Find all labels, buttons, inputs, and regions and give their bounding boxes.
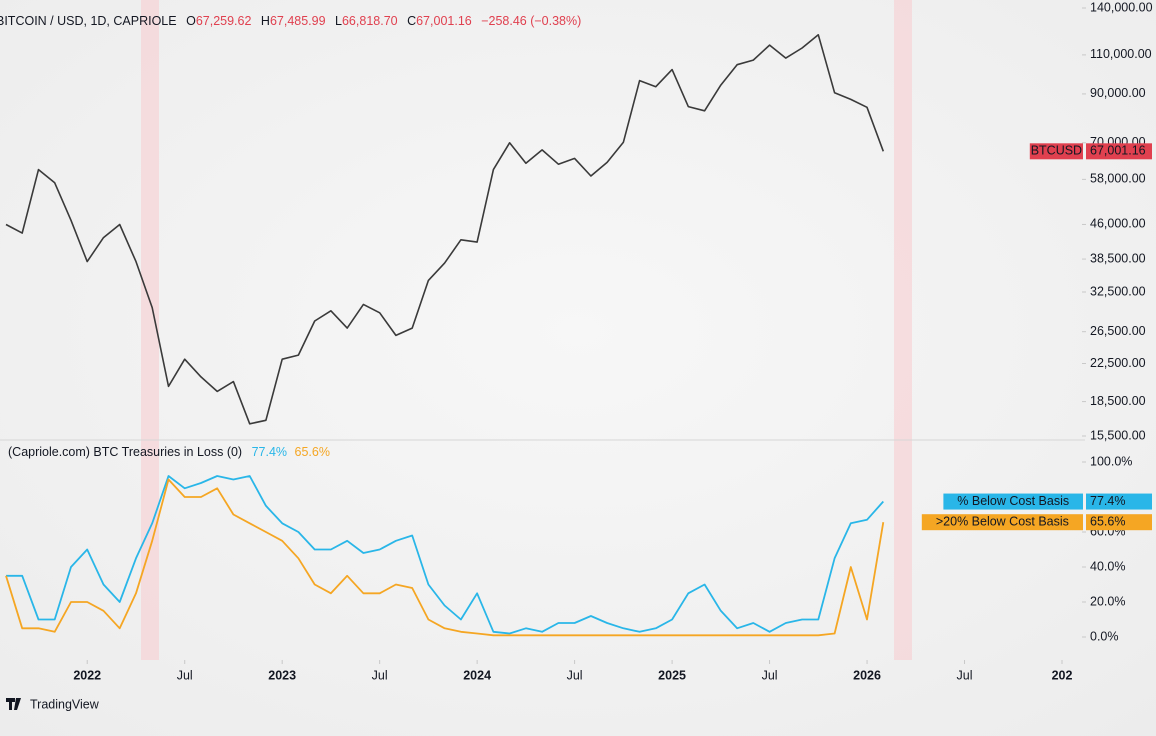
- brand-logo: TradingView: [6, 697, 100, 711]
- indicator-header: (Capriole.com) BTC Treasuries in Loss (0…: [8, 445, 330, 459]
- y-tick-label: 32,500.00: [1090, 284, 1146, 298]
- y-tick-label: 18,500.00: [1090, 394, 1146, 408]
- tag-value: 77.4%: [1090, 494, 1125, 508]
- ohlc-key: O: [186, 14, 196, 28]
- tag-value: 67,001.16: [1090, 144, 1146, 158]
- last-value-tag: >20% Below Cost Basis 65.6%: [921, 514, 1152, 531]
- y-tick-label: 26,500.00: [1090, 324, 1146, 338]
- tag-name-box: [1029, 143, 1083, 160]
- indicator-value: 65.6%: [295, 445, 330, 459]
- ohlc-key: H: [261, 14, 270, 28]
- tag-value-box: [1086, 143, 1152, 160]
- x-tick-label: 2026: [853, 668, 881, 682]
- indicator-title: (Capriole.com) BTC Treasuries in Loss (0…: [8, 445, 242, 459]
- tag-name: % Below Cost Basis: [957, 494, 1069, 508]
- y-tick-label: 15,500.00: [1090, 428, 1146, 442]
- y-tick-label: 140,000.00: [1090, 0, 1153, 14]
- ohlc-value: 67,001.16: [416, 14, 472, 28]
- last-value-tag: % Below Cost Basis 77.4%: [943, 493, 1152, 510]
- y-tick-label: 58,000.00: [1090, 172, 1146, 186]
- brand-name: TradingView: [30, 697, 100, 711]
- symbol-title: BITCOIN / USD, 1D, CAPRIOLE: [0, 14, 177, 28]
- y-tick-label: 38,500.00: [1090, 251, 1146, 265]
- y-tick-label: 20.0%: [1090, 594, 1125, 608]
- last-value-tag: BTCUSD 67,001.16: [1029, 143, 1152, 160]
- series-line: [5, 478, 885, 637]
- tag-name: >20% Below Cost Basis: [936, 514, 1069, 528]
- x-tick-label: 2024: [463, 668, 491, 682]
- tag-name-box: [921, 514, 1083, 531]
- y-tick-label: 100.0%: [1090, 454, 1132, 468]
- x-tick-label: 2023: [268, 668, 296, 682]
- ohlc-key: C: [407, 14, 416, 28]
- tag-value: 65.6%: [1090, 514, 1125, 528]
- y-tick-label: 22,500.00: [1090, 356, 1146, 370]
- tag-name-box: [943, 493, 1083, 510]
- x-tick-label: 2025: [658, 668, 686, 682]
- x-tick-label: Jul: [177, 668, 193, 682]
- x-tick-label: Jul: [762, 668, 778, 682]
- x-tick-label: Jul: [957, 668, 973, 682]
- x-tick-label: 2022: [73, 668, 101, 682]
- price-header: BITCOIN / USD, 1D, CAPRIOLE O67,259.62 H…: [0, 14, 581, 28]
- highlight-band: [141, 0, 159, 660]
- ohlc-value: 67,259.62: [196, 14, 252, 28]
- y-tick-label: 0.0%: [1090, 629, 1119, 643]
- tag-value-box: [1086, 493, 1152, 510]
- tag-value-box: [1086, 514, 1152, 531]
- ohlc-value: 67,485.99: [270, 14, 326, 28]
- y-tick-label: 110,000.00: [1090, 47, 1152, 61]
- ohlc-key: L: [335, 14, 342, 28]
- x-tick-label: 202: [1052, 668, 1073, 682]
- x-tick-label: Jul: [372, 668, 388, 682]
- y-tick-label: 90,000.00: [1090, 86, 1146, 100]
- indicator-value: 77.4%: [252, 445, 287, 459]
- ohlc-value: 66,818.70: [342, 14, 398, 28]
- x-tick-label: Jul: [567, 668, 583, 682]
- highlight-band: [894, 0, 912, 660]
- series-line: [6, 475, 884, 635]
- logo-mark: [6, 698, 21, 710]
- y-tick-label: 40.0%: [1090, 559, 1125, 573]
- tag-name: BTCUSD: [1031, 144, 1082, 158]
- series-line: [5, 34, 885, 425]
- y-tick-label: 46,000.00: [1090, 217, 1146, 231]
- price-change: −258.46 (−0.38%): [481, 14, 581, 28]
